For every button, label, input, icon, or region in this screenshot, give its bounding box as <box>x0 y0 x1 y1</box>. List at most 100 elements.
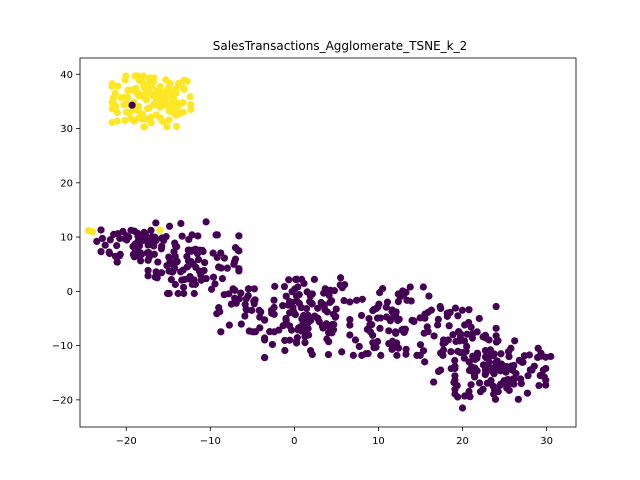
data-point <box>257 308 265 316</box>
x-tick-label: 20 <box>456 436 469 447</box>
data-point <box>180 76 189 85</box>
data-point <box>163 123 171 131</box>
data-point <box>122 72 130 80</box>
data-point <box>250 285 258 293</box>
data-point <box>220 254 229 262</box>
data-point <box>430 332 438 340</box>
data-point <box>98 234 106 243</box>
data-point <box>207 285 216 293</box>
data-point <box>324 322 332 330</box>
data-point <box>93 237 101 246</box>
data-point <box>165 289 173 298</box>
data-point <box>325 338 333 346</box>
y-tick-label: −10 <box>52 341 73 352</box>
data-point <box>285 276 293 284</box>
data-point <box>218 274 227 283</box>
y-axis: −20 −10 0 10 20 30 40 <box>52 70 80 406</box>
data-point <box>425 292 433 300</box>
data-point <box>346 315 354 324</box>
data-point <box>491 395 500 403</box>
data-point <box>215 304 223 312</box>
data-point <box>434 321 442 329</box>
data-point <box>447 348 455 356</box>
x-axis: −20 −10 0 10 20 30 <box>116 427 553 447</box>
data-point <box>434 315 442 323</box>
data-point <box>311 312 319 320</box>
data-point <box>110 99 118 108</box>
data-point <box>496 367 505 375</box>
data-point <box>280 282 289 291</box>
data-point <box>475 314 483 323</box>
data-point <box>526 366 534 374</box>
data-point <box>300 312 309 320</box>
data-point <box>213 310 221 318</box>
data-point <box>141 115 150 123</box>
axes-frame <box>79 57 577 428</box>
data-point <box>135 241 143 249</box>
data-point <box>172 122 181 131</box>
data-point <box>279 322 287 330</box>
data-point <box>466 393 474 401</box>
data-point <box>174 289 182 298</box>
data-point <box>365 314 373 323</box>
data-point <box>178 276 186 284</box>
data-point <box>454 312 462 320</box>
data-point <box>281 346 289 355</box>
data-point <box>520 352 529 360</box>
data-point <box>248 306 256 314</box>
data-point <box>147 226 155 234</box>
data-point <box>421 358 429 366</box>
data-point <box>279 302 287 310</box>
x-tick-label: −10 <box>200 436 221 447</box>
data-point <box>388 337 397 345</box>
data-point <box>353 296 361 304</box>
data-point <box>376 324 384 332</box>
data-point <box>547 352 555 361</box>
data-point <box>451 362 459 370</box>
data-point <box>436 302 444 311</box>
data-point <box>156 226 164 234</box>
data-point <box>375 300 383 308</box>
data-point <box>109 94 118 102</box>
data-point <box>282 292 290 300</box>
data-point <box>427 306 435 314</box>
data-point <box>209 273 218 281</box>
data-point <box>456 337 464 345</box>
data-point <box>494 337 502 345</box>
data-point <box>458 404 467 412</box>
data-point <box>106 249 114 258</box>
data-point <box>326 298 334 306</box>
data-point <box>198 246 206 254</box>
data-point <box>195 267 203 275</box>
data-point <box>191 280 200 288</box>
data-point <box>158 269 166 277</box>
data-point <box>517 379 525 388</box>
data-point <box>399 325 407 333</box>
data-point <box>282 314 290 323</box>
data-point <box>135 92 143 100</box>
data-point <box>451 376 459 384</box>
data-point <box>338 348 346 356</box>
data-point <box>158 242 166 250</box>
data-point <box>145 239 154 248</box>
data-point <box>292 275 301 283</box>
data-point <box>251 296 259 304</box>
data-point <box>114 82 122 90</box>
data-point <box>338 284 346 292</box>
data-point <box>191 245 200 253</box>
data-point <box>314 304 322 312</box>
data-point <box>494 359 502 368</box>
data-point <box>249 328 257 336</box>
data-point <box>97 226 105 234</box>
data-point <box>321 285 329 293</box>
data-point <box>152 268 160 276</box>
data-point <box>227 300 235 308</box>
data-point <box>536 371 544 380</box>
data-point <box>377 351 385 359</box>
data-point <box>179 283 188 291</box>
y-tick-label: 10 <box>60 233 73 244</box>
data-point <box>463 342 471 350</box>
data-point <box>217 328 225 336</box>
data-point <box>261 336 269 344</box>
data-point <box>111 252 119 260</box>
